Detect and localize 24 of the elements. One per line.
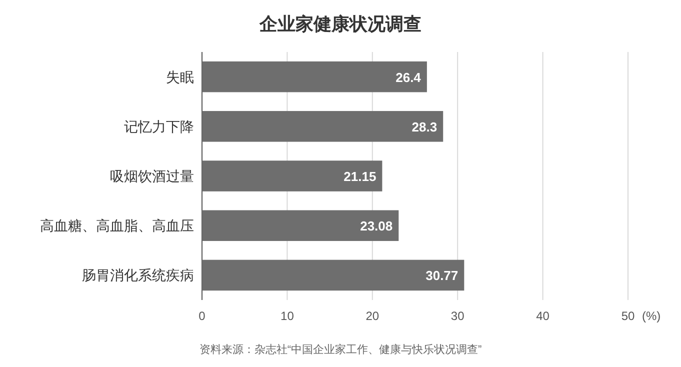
x-axis-title: (%) — [642, 309, 661, 323]
data-label: 23.08 — [360, 218, 393, 234]
data-label: 30.77 — [426, 268, 458, 284]
data-label: 21.15 — [344, 169, 376, 184]
bar — [202, 210, 399, 241]
bar — [202, 260, 464, 291]
y-tick-label: 肠胃消化系统疾病 — [82, 267, 194, 284]
text: 资料来源：杂志社“中国企业家工作、健康与快乐状况调查” — [199, 343, 482, 356]
x-tick-label: 10 — [280, 309, 294, 323]
y-tick-label: 记忆力下降 — [124, 118, 194, 134]
x-tick-label: 50 — [621, 309, 635, 323]
x-tick-label: 40 — [536, 309, 550, 323]
x-tick-label: 30 — [450, 309, 465, 323]
chart-title: 企业家健康状况调查 — [258, 14, 422, 34]
data-label: 28.3 — [412, 119, 438, 134]
bar — [202, 61, 427, 92]
x-tick-label: 0 — [198, 309, 206, 323]
data-label: 26.4 — [396, 70, 422, 85]
x-tick-label: 20 — [366, 309, 380, 323]
bar — [202, 160, 382, 192]
bar — [202, 111, 444, 142]
y-tick-label: 高血糖、高血脂、高血压 — [40, 218, 194, 234]
y-tick-label: 失眠 — [166, 68, 194, 85]
y-tick-label: 吸烟饮酒过量 — [110, 168, 194, 184]
